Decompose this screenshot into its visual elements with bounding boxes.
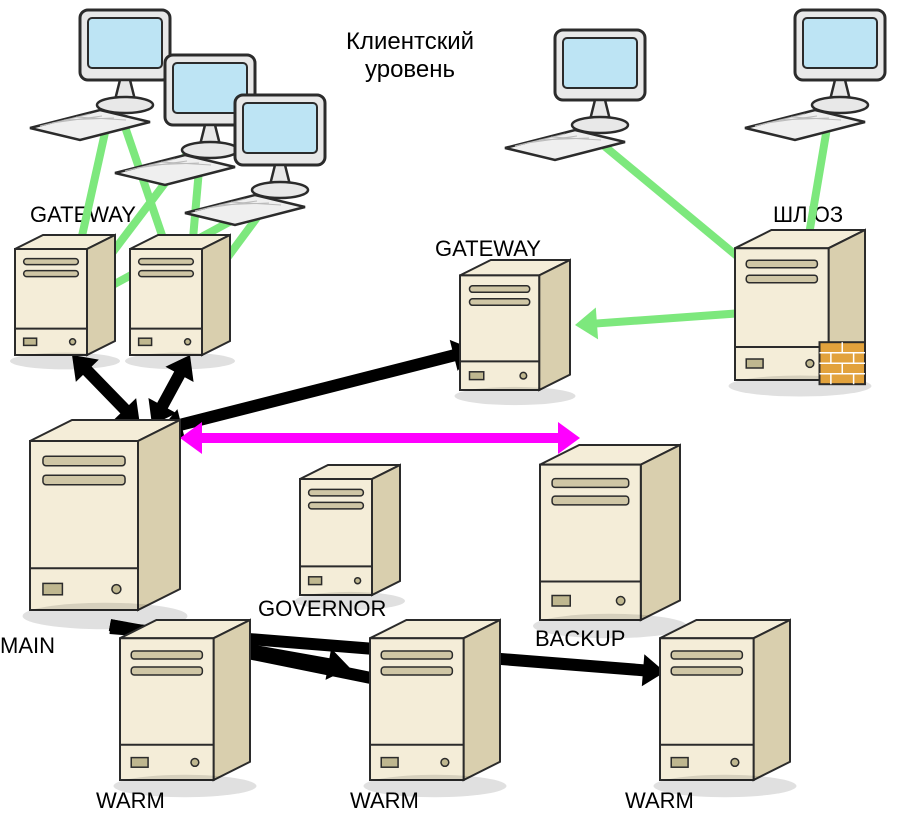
label-warm-1: WARM	[96, 788, 165, 814]
label-governor: GOVERNOR	[258, 596, 386, 622]
client-workstation-icon	[745, 10, 885, 140]
server-icon	[364, 620, 507, 797]
server-icon	[533, 445, 687, 638]
label-gateway-center: GATEWAY	[435, 236, 541, 262]
client-workstation-icon	[30, 10, 170, 140]
server-icon	[654, 620, 797, 797]
arrows-layer	[0, 0, 908, 821]
client-workstation-icon	[505, 30, 645, 160]
server-icon	[729, 230, 872, 397]
title-line1: Клиентский	[346, 28, 474, 55]
server-icon	[455, 260, 576, 405]
label-gateway-left: GATEWAY	[30, 202, 136, 228]
client-workstation-icon	[115, 55, 255, 185]
label-warm-2: WARM	[350, 788, 419, 814]
label-shluz: ШЛЮЗ	[773, 202, 843, 228]
title: Клиентский уровень	[310, 28, 510, 84]
title-line2: уровень	[365, 56, 455, 83]
client-workstation-icon	[185, 95, 325, 225]
nodes-layer	[0, 0, 908, 821]
server-icon	[10, 235, 120, 369]
label-warm-3: WARM	[625, 788, 694, 814]
label-backup: BACKUP	[535, 626, 625, 652]
server-icon	[125, 235, 235, 369]
server-icon	[114, 620, 257, 797]
label-main: MAIN	[0, 633, 55, 659]
server-icon	[295, 465, 405, 610]
server-icon	[23, 420, 188, 629]
diagram-canvas: { "canvas": { "width": 908, "height": 82…	[0, 0, 908, 821]
